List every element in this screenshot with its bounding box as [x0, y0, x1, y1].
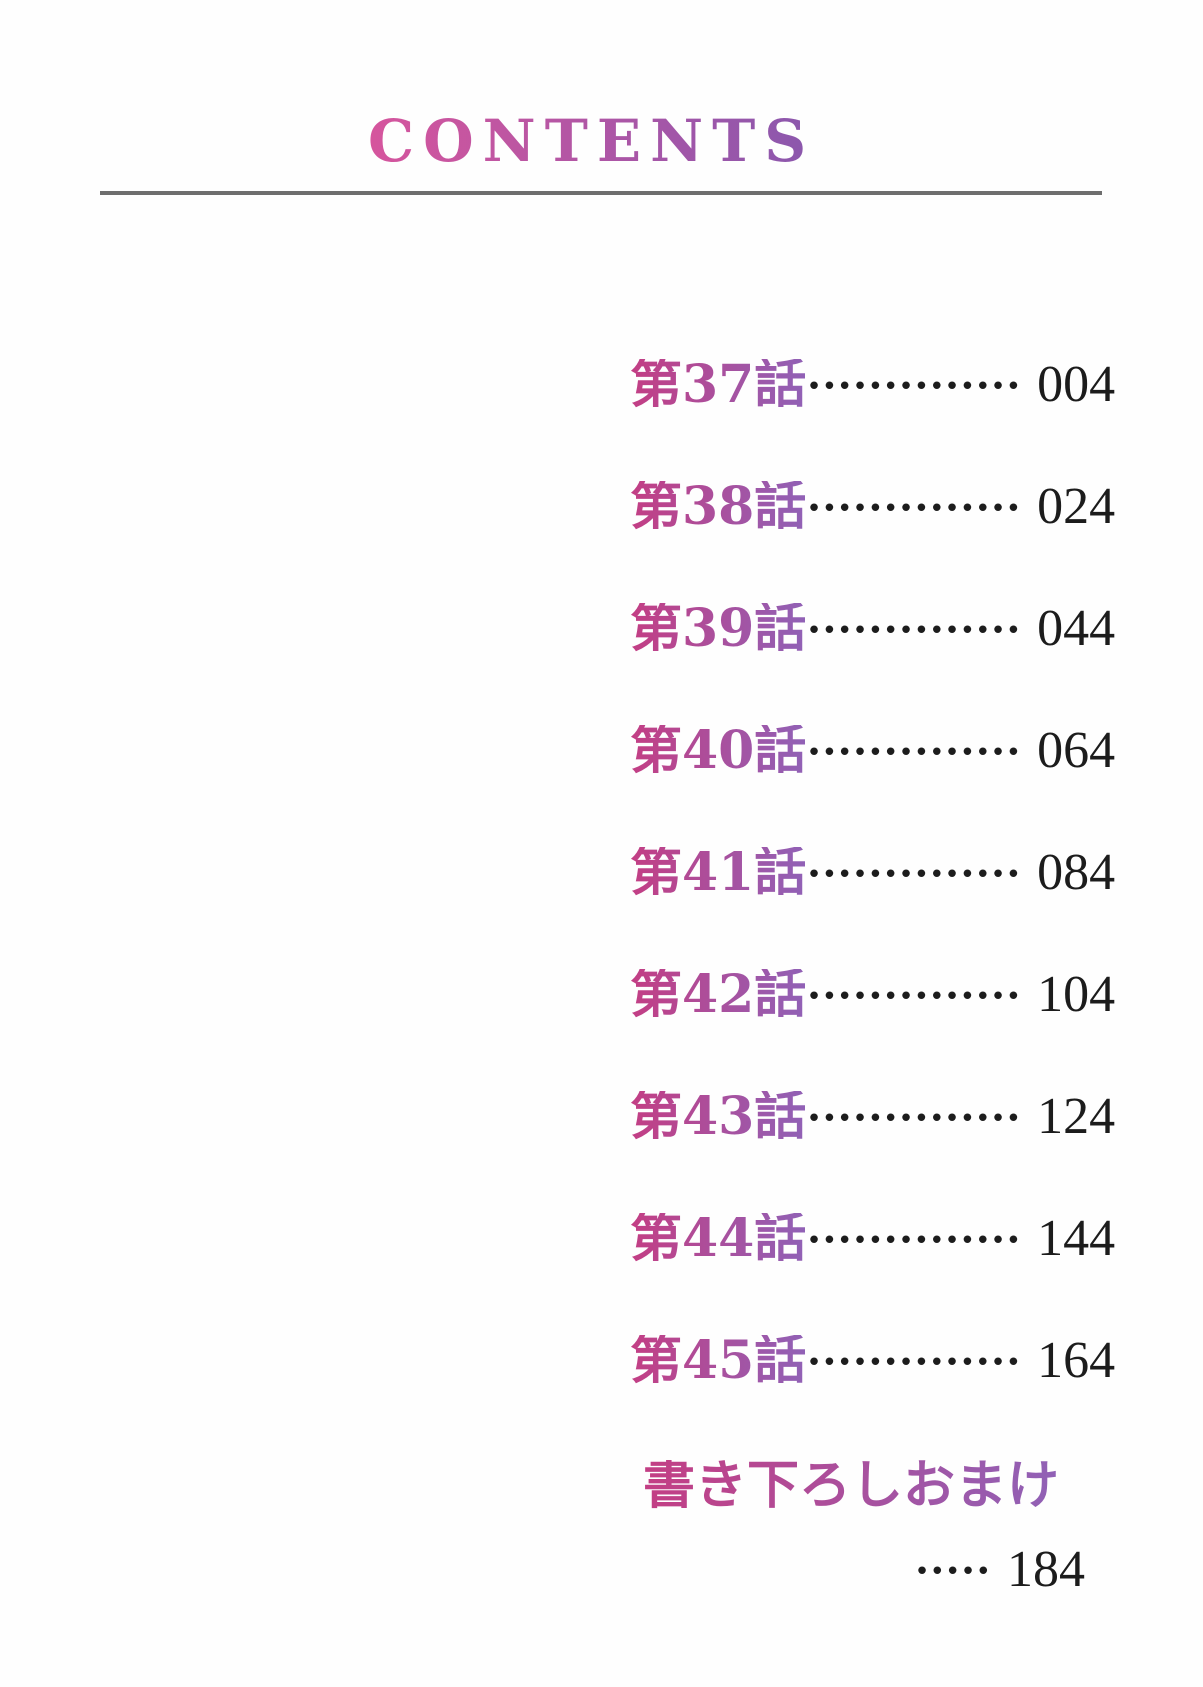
toc-entry: 第41話 •••••••••••••• 084	[630, 842, 1115, 903]
chapter-label: 第45話	[630, 1330, 807, 1391]
dot-leader: ••••••••••••••	[806, 1348, 1022, 1378]
page-number: 164	[1037, 1332, 1116, 1389]
dot-leader: ••••••••••••••	[806, 616, 1022, 646]
title-underline	[100, 191, 1102, 195]
page-number: 084	[1037, 844, 1116, 901]
page-number: 184	[1007, 1541, 1085, 1598]
toc-entry: 第38話 •••••••••••••• 024	[630, 476, 1115, 537]
dot-leader: ••••••••••••••	[806, 860, 1022, 890]
chapter-label: 第44話	[630, 1208, 807, 1269]
page-number: 004	[1037, 356, 1116, 413]
page-number: 024	[1037, 478, 1116, 535]
toc-entry: 第44話 •••••••••••••• 144	[630, 1208, 1115, 1269]
page-number: 064	[1037, 722, 1116, 779]
chapter-label: 第39話	[630, 598, 807, 659]
leader-and-page: •••••••••••••• 144	[806, 1213, 1115, 1265]
bonus-page-row: ••••• 184	[914, 1542, 1085, 1598]
toc-entry: 第37話 •••••••••••••• 004	[630, 354, 1115, 415]
dot-leader: ••••••••••••••	[806, 494, 1022, 524]
dot-leader: ••••••••••••••	[806, 738, 1022, 768]
bonus-label: 書き下ろしおまけ	[643, 1455, 1060, 1516]
page-number: 124	[1037, 1088, 1116, 1145]
leader-and-page: •••••••••••••• 164	[806, 1335, 1115, 1387]
page-number: 144	[1037, 1210, 1116, 1267]
dot-leader: ••••••••••••••	[806, 1104, 1022, 1134]
dot-leader: ••••••••••••••	[806, 1226, 1022, 1256]
dot-leader: •••••	[914, 1557, 991, 1587]
chapter-label: 第37話	[630, 354, 807, 415]
leader-and-page: •••••••••••••• 024	[806, 481, 1115, 533]
toc-entry: 第39話 •••••••••••••• 044	[630, 598, 1115, 659]
toc-entry: 第42話 •••••••••••••• 104	[630, 964, 1115, 1025]
chapter-label: 第38話	[630, 476, 807, 537]
dot-leader: ••••••••••••••	[806, 982, 1022, 1012]
chapter-label: 第43話	[630, 1086, 807, 1147]
chapter-label: 第40話	[630, 720, 807, 781]
chapter-label: 第42話	[630, 964, 807, 1025]
toc-entry: 第45話 •••••••••••••• 164	[630, 1330, 1115, 1391]
chapter-label: 第41話	[630, 842, 807, 903]
toc-entry: 第43話 •••••••••••••• 124	[630, 1086, 1115, 1147]
leader-and-page: •••••••••••••• 104	[806, 969, 1115, 1021]
contents-title: CONTENTS	[368, 107, 816, 175]
leader-and-page: •••••••••••••• 124	[806, 1091, 1115, 1143]
leader-and-page: •••••••••••••• 004	[806, 359, 1115, 411]
leader-and-page: •••••••••••••• 084	[806, 847, 1115, 899]
page-number: 104	[1037, 966, 1116, 1023]
dot-leader: ••••••••••••••	[806, 372, 1022, 402]
leader-and-page: •••••••••••••• 044	[806, 603, 1115, 655]
page-number: 044	[1037, 600, 1116, 657]
toc-entry: 第40話 •••••••••••••• 064	[630, 720, 1115, 781]
leader-and-page: •••••••••••••• 064	[806, 725, 1115, 777]
